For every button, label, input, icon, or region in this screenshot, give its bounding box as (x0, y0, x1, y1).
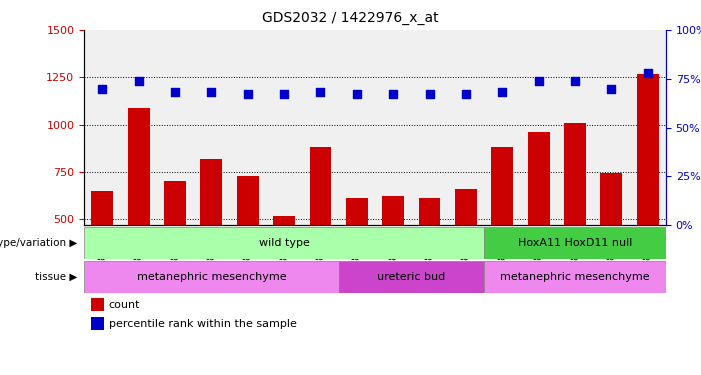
FancyBboxPatch shape (84, 261, 339, 292)
Bar (528, 132, 550, 314)
Point (133, 78, 144, 84)
Point (315, 89, 326, 95)
Point (97, 86, 108, 92)
Bar (491, 147, 513, 314)
Point (642, 70, 653, 76)
Point (278, 92, 290, 98)
FancyBboxPatch shape (484, 227, 666, 259)
Bar (382, 196, 404, 314)
FancyBboxPatch shape (84, 227, 484, 259)
Bar (164, 182, 186, 314)
Point (461, 92, 472, 98)
Bar (418, 198, 440, 314)
Text: count: count (109, 300, 140, 310)
Bar (346, 198, 368, 314)
Bar (601, 173, 622, 314)
Text: genotype/variation ▶: genotype/variation ▶ (0, 238, 77, 248)
Bar (237, 176, 259, 314)
Text: ureteric bud: ureteric bud (377, 272, 446, 282)
Bar (91, 191, 113, 314)
Bar (91, 298, 104, 311)
Bar (310, 147, 332, 314)
Point (170, 89, 181, 95)
Bar (564, 123, 586, 314)
Text: metanephric mesenchyme: metanephric mesenchyme (501, 272, 650, 282)
Text: tissue ▶: tissue ▶ (35, 272, 77, 282)
Bar (273, 216, 295, 314)
Point (242, 92, 253, 98)
Point (351, 92, 362, 98)
Text: GDS2032 / 1422976_x_at: GDS2032 / 1422976_x_at (262, 11, 439, 25)
Bar (455, 189, 477, 314)
Point (533, 78, 544, 84)
FancyBboxPatch shape (339, 261, 484, 292)
Text: wild type: wild type (259, 238, 310, 248)
FancyBboxPatch shape (484, 261, 666, 292)
Bar (200, 159, 222, 314)
Point (497, 89, 508, 95)
Text: percentile rank within the sample: percentile rank within the sample (109, 319, 297, 328)
Bar (91, 317, 104, 330)
Point (424, 92, 435, 98)
Text: HoxA11 HoxD11 null: HoxA11 HoxD11 null (518, 238, 632, 248)
Point (606, 86, 617, 92)
Point (206, 89, 217, 95)
Point (569, 78, 580, 84)
Text: metanephric mesenchyme: metanephric mesenchyme (137, 272, 286, 282)
Bar (128, 108, 149, 314)
Point (388, 92, 399, 98)
Bar (637, 74, 659, 314)
